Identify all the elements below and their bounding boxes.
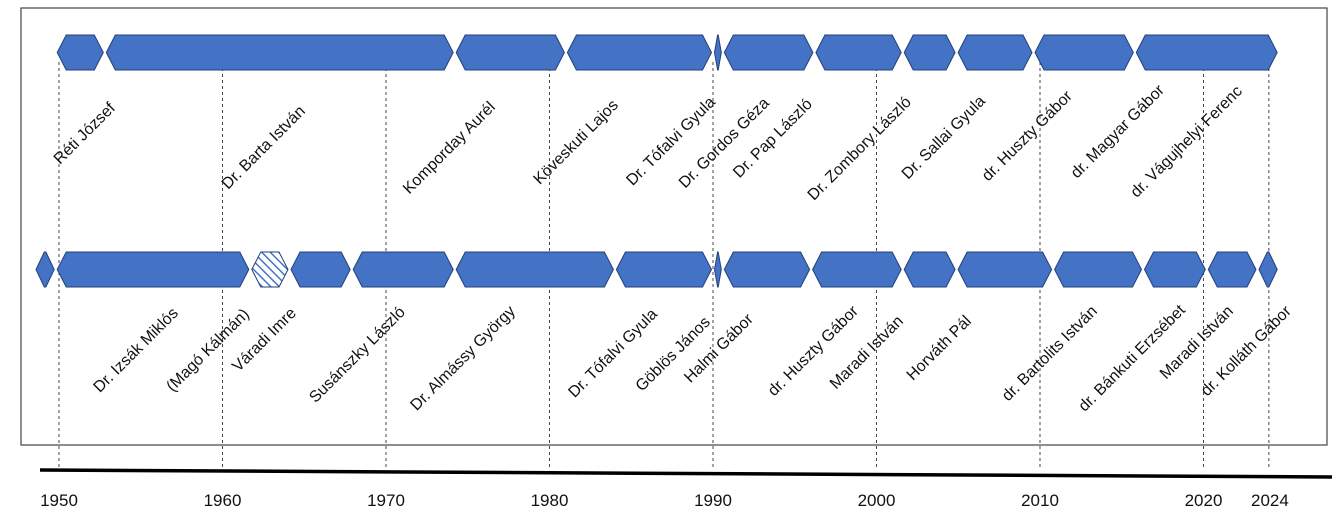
axis-tick-label-1950: 1950 xyxy=(40,491,78,510)
top-label-koveskuti: Köveskuti Lajos xyxy=(531,97,622,188)
bottom-bar-11 xyxy=(957,251,1053,288)
top-row-labels: Réti József Dr. Barta István Komporday A… xyxy=(51,81,1246,204)
axis-tick-label-1970: 1970 xyxy=(367,491,405,510)
top-label-pap: Dr. Pap László xyxy=(730,96,816,182)
bottom-row-bars xyxy=(35,251,1278,288)
top-bar-8 xyxy=(957,34,1033,71)
axis-tick-label-2010: 2010 xyxy=(1021,491,1059,510)
top-bar-5 xyxy=(723,34,814,71)
top-label-huszty: dr. Huszty Gábor xyxy=(979,87,1076,184)
top-bar-10 xyxy=(1135,34,1278,71)
bottom-label-huszty: dr. Huszty Gábor xyxy=(765,302,862,399)
top-bar-6 xyxy=(815,34,902,71)
year-axis: 1950 1960 1970 1980 1990 2000 2010 2020 2024 xyxy=(39,468,1332,510)
bottom-bar-12 xyxy=(1054,251,1143,288)
bottom-bar-6 xyxy=(615,251,713,288)
top-label-komporday: Komporday Aurél xyxy=(400,99,499,198)
top-bar-2 xyxy=(455,34,565,71)
top-bar-4 xyxy=(713,34,722,71)
bottom-label-susanszky: Susánszky László xyxy=(306,304,409,407)
bottom-bar-4 xyxy=(352,251,454,288)
bottom-bar-15 xyxy=(1258,251,1278,288)
top-label-reti: Réti József xyxy=(51,99,119,167)
bottom-bar-5 xyxy=(455,251,614,288)
bottom-bar-8 xyxy=(723,251,811,288)
axis-line xyxy=(39,468,1332,479)
axis-tick-label-1960: 1960 xyxy=(204,491,242,510)
bottom-bar-1 xyxy=(56,251,250,288)
bottom-bar-10 xyxy=(903,251,956,288)
axis-tick-label-1980: 1980 xyxy=(531,491,569,510)
bottom-label-almassy: Dr. Almássy György xyxy=(407,303,518,414)
top-label-zombory: Dr. Zombory László xyxy=(805,94,915,204)
top-label-barta: Dr. Barta István xyxy=(219,103,309,193)
top-bar-3 xyxy=(566,34,713,71)
top-bar-1 xyxy=(105,34,454,71)
bottom-bar-13 xyxy=(1143,251,1206,288)
bottom-bar-7 xyxy=(713,251,722,288)
top-row-bars xyxy=(56,34,1278,71)
bottom-row-labels: Dr. Izsák Miklós (Magó Kálmán) Váradi Im… xyxy=(91,301,1296,415)
top-bar-9 xyxy=(1034,34,1134,71)
bottom-bar-2 xyxy=(251,251,289,288)
bottom-bar-14 xyxy=(1207,251,1257,288)
bottom-bar-9 xyxy=(812,251,902,288)
diagram-frame xyxy=(20,7,1328,446)
top-bar-7 xyxy=(903,34,956,71)
axis-tick-label-1990: 1990 xyxy=(694,491,732,510)
axis-tick-label-2000: 2000 xyxy=(858,491,896,510)
bottom-bar-0 xyxy=(35,251,55,288)
axis-tick-label-2024: 2024 xyxy=(1251,491,1289,510)
axis-tick-label-2020: 2020 xyxy=(1185,491,1223,510)
bottom-label-bartolits: dr. Bartolits István xyxy=(999,303,1101,405)
bottom-bar-3 xyxy=(290,251,351,288)
bottom-label-horvath: Horváth Pál xyxy=(904,313,975,384)
top-bar-0 xyxy=(56,34,104,71)
